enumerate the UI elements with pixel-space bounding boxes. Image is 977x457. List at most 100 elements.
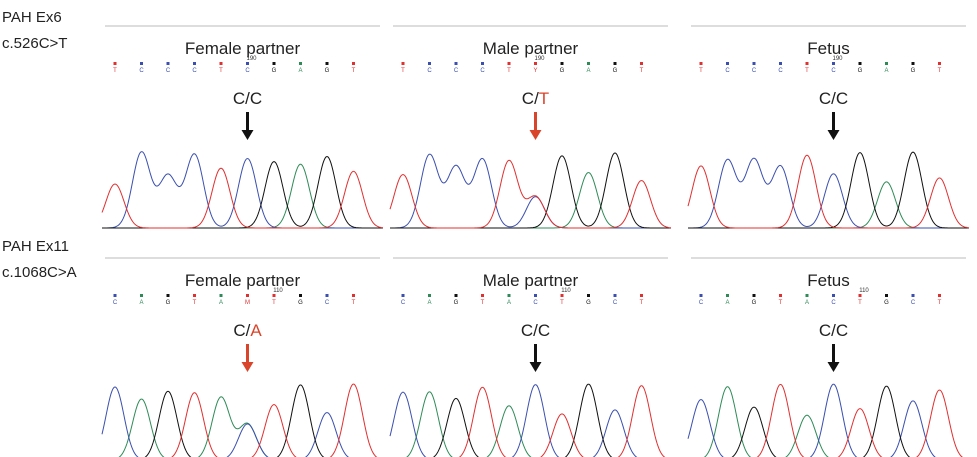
base-call: C: [454, 68, 459, 74]
base-call: A: [427, 300, 431, 306]
base-tick: [402, 294, 405, 297]
genotype-label: C/T: [522, 89, 549, 108]
base-tick: [428, 62, 431, 65]
arrow-head: [530, 130, 542, 140]
position-number: 190: [246, 56, 257, 62]
base-tick: [726, 62, 729, 65]
genotype-suffix: C: [836, 321, 848, 340]
base-tick: [481, 294, 484, 297]
base-call: G: [298, 300, 303, 306]
trace: [688, 158, 969, 228]
base-tick: [534, 294, 537, 297]
base-tick: [193, 62, 196, 65]
base-tick: [428, 294, 431, 297]
panel-title: Fetus: [807, 39, 850, 58]
base-call: C: [699, 300, 704, 306]
base-tick: [779, 294, 782, 297]
trace: [390, 392, 671, 457]
base-call: Y: [533, 68, 537, 74]
base-tick: [167, 294, 170, 297]
genotype-label: C/C: [521, 321, 550, 340]
base-call: C: [911, 300, 916, 306]
base-tick: [114, 294, 117, 297]
base-tick: [859, 294, 862, 297]
base-tick: [246, 294, 249, 297]
base-tick: [614, 294, 617, 297]
panel-title: Female partner: [185, 271, 301, 290]
base-call: T: [560, 300, 564, 306]
genotype-label: C/C: [233, 89, 262, 108]
base-call: G: [454, 300, 459, 306]
base-tick: [534, 62, 537, 65]
genotype-prefix: C/: [819, 321, 836, 340]
gene-label: PAH Ex11: [2, 238, 69, 255]
base-tick: [220, 294, 223, 297]
base-tick: [753, 294, 756, 297]
base-call: T: [272, 300, 276, 306]
base-tick: [885, 294, 888, 297]
base-call: T: [640, 300, 644, 306]
base-tick: [352, 62, 355, 65]
base-tick: [938, 62, 941, 65]
base-tick: [885, 62, 888, 65]
trace: [688, 387, 969, 457]
genotype-prefix: C/: [522, 89, 539, 108]
base-tick: [299, 294, 302, 297]
base-call: C: [325, 300, 330, 306]
trace: [390, 160, 671, 228]
base-call: T: [401, 68, 405, 74]
panel-title: Fetus: [807, 271, 850, 290]
base-call: A: [219, 300, 223, 306]
base-call: G: [586, 300, 591, 306]
base-tick: [114, 62, 117, 65]
base-tick: [806, 294, 809, 297]
base-call: T: [352, 300, 356, 306]
base-call: T: [779, 300, 783, 306]
base-tick: [640, 294, 643, 297]
base-call: C: [831, 300, 836, 306]
base-call: C: [166, 68, 171, 74]
base-tick: [700, 62, 703, 65]
panel-title: Male partner: [483, 39, 579, 58]
base-call: T: [113, 68, 117, 74]
genotype-prefix: C/: [521, 321, 538, 340]
position-number: 110: [859, 288, 869, 294]
base-call: G: [272, 68, 277, 74]
base-call: T: [938, 68, 942, 74]
position-number: 190: [832, 56, 843, 62]
base-tick: [587, 294, 590, 297]
base-call: C: [401, 300, 406, 306]
base-tick: [753, 62, 756, 65]
base-tick: [455, 62, 458, 65]
base-call: A: [805, 300, 809, 306]
base-tick: [273, 62, 276, 65]
arrow-head: [828, 362, 840, 372]
genotype-label: C/A: [233, 321, 262, 340]
base-tick: [938, 294, 941, 297]
base-call: T: [352, 68, 356, 74]
base-call: G: [884, 300, 889, 306]
arrow-head: [530, 362, 542, 372]
genotype-prefix: C/: [819, 89, 836, 108]
genotype-prefix: C/: [233, 89, 250, 108]
base-tick: [167, 62, 170, 65]
base-tick: [561, 62, 564, 65]
base-call: C: [778, 68, 783, 74]
panel-title: Female partner: [185, 39, 301, 58]
gene-label: PAH Ex6: [2, 9, 62, 26]
base-tick: [561, 294, 564, 297]
genotype-label: C/C: [819, 321, 848, 340]
base-call: G: [560, 68, 565, 74]
trace: [688, 152, 969, 228]
base-call: T: [507, 68, 511, 74]
base-tick: [273, 294, 276, 297]
base-tick: [402, 62, 405, 65]
base-call: C: [427, 68, 432, 74]
base-tick: [352, 294, 355, 297]
base-call: T: [219, 68, 223, 74]
base-call: G: [166, 300, 171, 306]
base-tick: [508, 62, 511, 65]
base-tick: [779, 62, 782, 65]
base-call: T: [640, 68, 644, 74]
trace: [688, 384, 969, 457]
